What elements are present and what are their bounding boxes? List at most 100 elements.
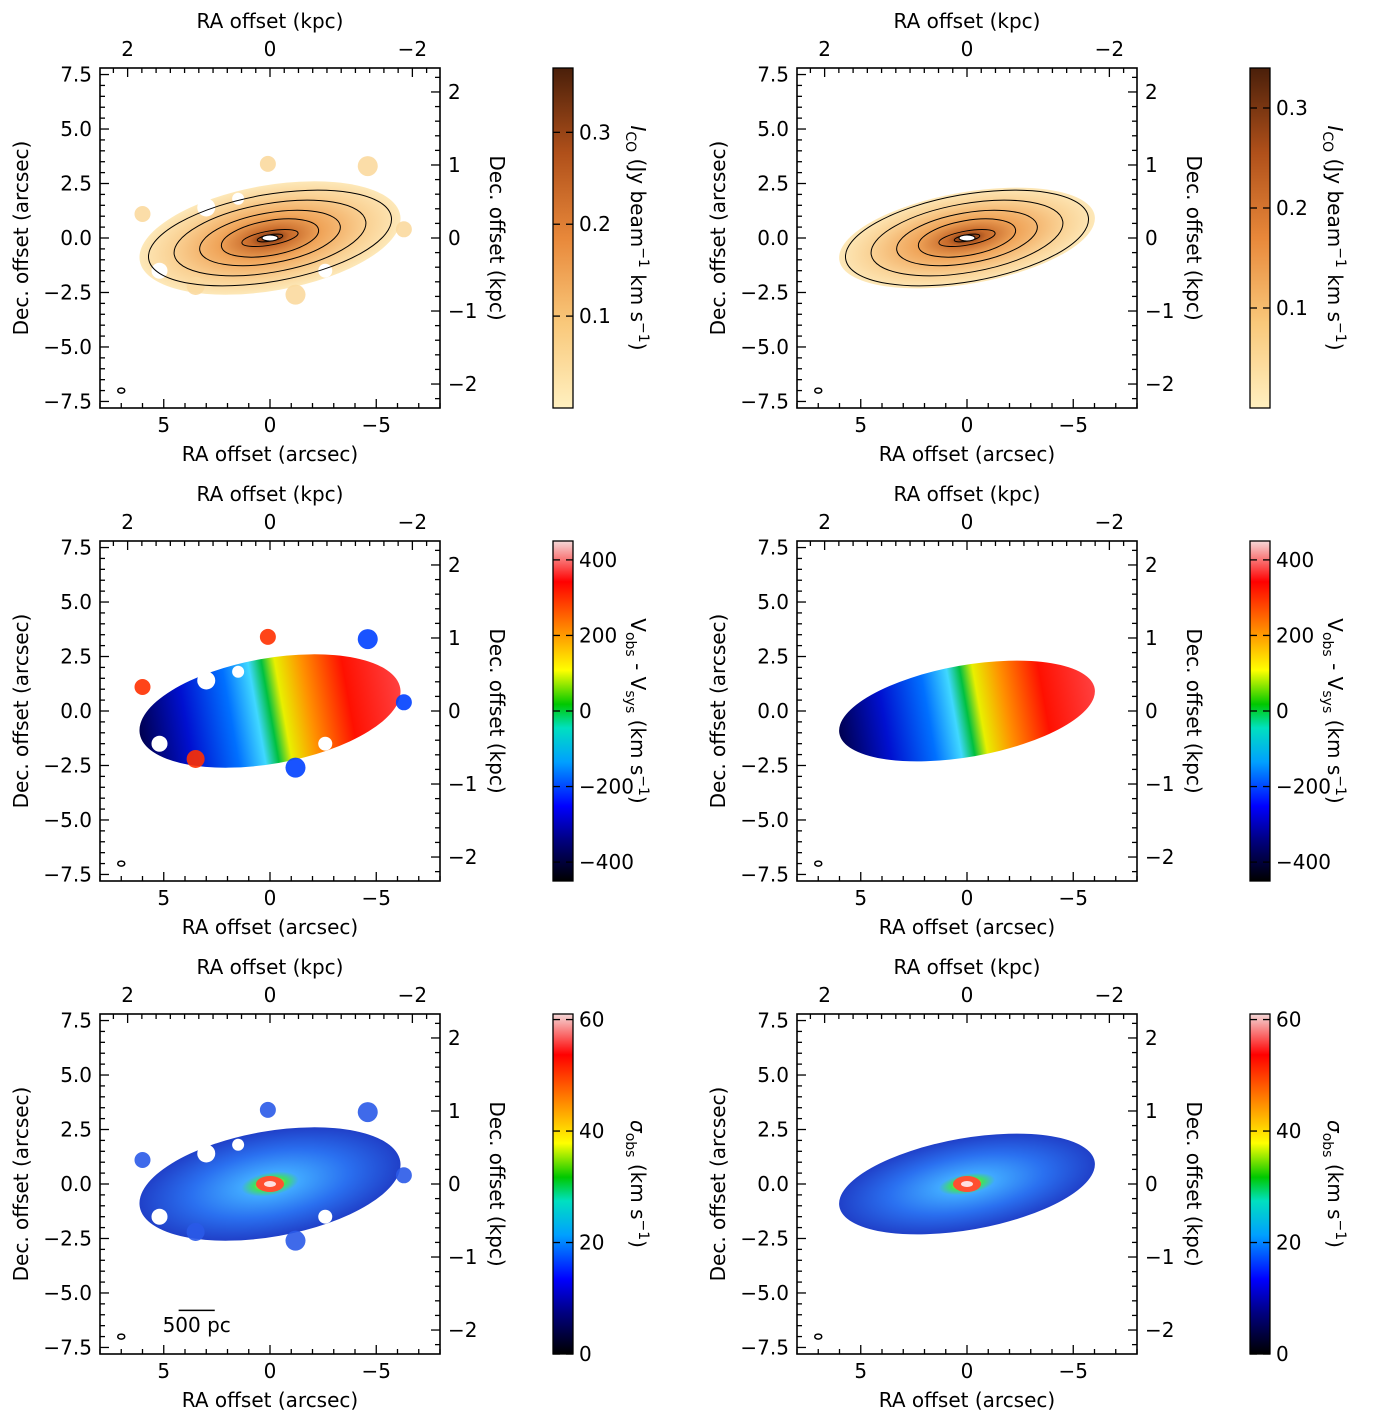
- beam-ellipse: [814, 860, 823, 867]
- x-tick-label: 0: [264, 886, 277, 910]
- panel-r1-c2: −5 0 5 −7.5 −5.0 −2.5 0.0 2.5 5.0 7.5 −2 0 2 −2 −1 0 1 2 R…: [706, 9, 1206, 466]
- y-tick-label: 5.0: [60, 1063, 92, 1087]
- top-axis-label: RA offset (kpc): [197, 482, 344, 506]
- colorbar-gradient: [1249, 1013, 1271, 1355]
- colorbar-tick-label: 20: [1276, 1231, 1301, 1255]
- x-tick-label: 5: [157, 1359, 170, 1383]
- top-tick-label: −2: [398, 37, 427, 61]
- emission-blob: [259, 155, 276, 172]
- y-tick-label: −5.0: [740, 808, 789, 832]
- top-tick-label: 2: [818, 37, 831, 61]
- colorbar-tick-label: 0.3: [1276, 96, 1308, 120]
- right-tick-label: 0: [448, 1172, 461, 1196]
- contour: [870, 199, 1064, 277]
- y-axis-label: Dec. offset (arcsec): [706, 1087, 730, 1282]
- emission-hole: [151, 735, 168, 752]
- dispersion-core: [264, 1181, 276, 1187]
- right-tick-label: −1: [448, 1245, 477, 1269]
- y-axis-label: Dec. offset (arcsec): [706, 614, 730, 809]
- beam-ellipse: [814, 387, 823, 394]
- y-tick-label: −7.5: [740, 389, 789, 413]
- emission-blob: [134, 679, 151, 696]
- right-tick-label: 0: [1145, 699, 1158, 723]
- top-tick-label: 2: [121, 510, 134, 534]
- right-tick-label: −2: [1145, 845, 1174, 869]
- right-tick-label: −2: [448, 845, 477, 869]
- y-tick-label: 0.0: [757, 1172, 789, 1196]
- y-axis-label: Dec. offset (arcsec): [9, 614, 33, 809]
- contour-core: [261, 234, 279, 242]
- colorbar-tick-label: −200: [1276, 775, 1331, 799]
- right-tick-label: 1: [448, 153, 461, 177]
- colorbar-label: Vobs - Vsys (km s−1): [1319, 618, 1348, 803]
- map-image: [839, 1133, 1095, 1235]
- top-tick-label: 0: [961, 983, 974, 1007]
- y-tick-label: −7.5: [740, 862, 789, 886]
- x-axis-label: RA offset (arcsec): [182, 1388, 358, 1412]
- emission-blob: [186, 1222, 205, 1241]
- right-tick-label: 0: [448, 699, 461, 723]
- y-tick-label: 0.0: [757, 699, 789, 723]
- y-tick-label: 7.5: [757, 1009, 789, 1033]
- x-tick-label: 5: [854, 1359, 867, 1383]
- colorbar-label: Vobs - Vsys (km s−1): [622, 618, 651, 803]
- colorbar-label: σobs (km s−1): [1319, 1120, 1348, 1248]
- map-image: [839, 187, 1095, 289]
- panel-r3-c2: −5 0 5 −7.5 −5.0 −2.5 0.0 2.5 5.0 7.5 −2 0 2 −2 −1 0 1 2 R…: [706, 955, 1206, 1412]
- y-tick-label: 5.0: [757, 1063, 789, 1087]
- top-tick-label: 2: [818, 983, 831, 1007]
- top-axis-label: RA offset (kpc): [197, 955, 344, 979]
- colorbar-tick-label: 40: [1276, 1119, 1301, 1143]
- y-tick-label: −5.0: [43, 335, 92, 359]
- x-tick-label: −5: [362, 413, 391, 437]
- emission-hole: [232, 192, 245, 205]
- right-tick-label: 1: [448, 1099, 461, 1123]
- x-tick-label: 5: [854, 413, 867, 437]
- right-tick-label: −2: [1145, 1318, 1174, 1342]
- beam-ellipse: [814, 1333, 823, 1340]
- y-tick-label: −7.5: [740, 1335, 789, 1359]
- colorbar-tick-label: 60: [579, 1008, 604, 1032]
- colorbar-tick-label: 200: [1276, 623, 1314, 647]
- top-axis-label: RA offset (kpc): [894, 9, 1041, 33]
- y-tick-label: −5.0: [740, 1281, 789, 1305]
- contour: [173, 199, 367, 277]
- top-axis-label: RA offset (kpc): [197, 9, 344, 33]
- right-axis-label: Dec. offset (kpc): [1182, 1101, 1206, 1266]
- dispersion-core: [961, 1181, 973, 1187]
- contour: [147, 189, 393, 287]
- emission-blob: [285, 757, 306, 778]
- y-axis-label: Dec. offset (arcsec): [9, 141, 33, 336]
- right-tick-label: 2: [448, 80, 461, 104]
- emission-hole: [197, 1144, 216, 1163]
- y-tick-label: −2.5: [43, 280, 92, 304]
- y-tick-label: 0.0: [60, 226, 92, 250]
- colorbar-label: σobs (km s−1): [622, 1120, 651, 1248]
- contour: [199, 209, 341, 267]
- x-axis-label: RA offset (arcsec): [879, 442, 1055, 466]
- y-tick-label: 7.5: [757, 63, 789, 87]
- x-tick-label: 5: [157, 413, 170, 437]
- observed-disk: [139, 654, 401, 768]
- panel-r3-c1: −5 0 5 −7.5 −5.0 −2.5 0.0 2.5 5.0 7.5 −2 0 2 −2 −1 0 1 2 R…: [9, 955, 509, 1412]
- right-tick-label: −1: [1145, 1245, 1174, 1269]
- emission-blob: [186, 749, 205, 768]
- y-tick-label: 2.5: [60, 1118, 92, 1142]
- y-tick-label: −5.0: [740, 335, 789, 359]
- y-tick-label: 2.5: [757, 1118, 789, 1142]
- right-tick-label: 2: [1145, 80, 1158, 104]
- right-tick-label: 0: [448, 226, 461, 250]
- top-tick-label: 0: [264, 983, 277, 1007]
- y-tick-label: 7.5: [60, 1009, 92, 1033]
- y-tick-label: −7.5: [43, 1335, 92, 1359]
- contour: [896, 209, 1038, 267]
- right-tick-label: 2: [1145, 553, 1158, 577]
- right-tick-label: −2: [448, 1318, 477, 1342]
- colorbar-tick-label: 0.1: [579, 304, 611, 328]
- top-tick-label: −2: [1095, 37, 1124, 61]
- emission-blob: [395, 221, 412, 238]
- top-tick-label: 0: [264, 510, 277, 534]
- emission-hole: [232, 665, 245, 678]
- right-tick-label: −1: [1145, 772, 1174, 796]
- colorbar-tick-label: 0.3: [579, 120, 611, 144]
